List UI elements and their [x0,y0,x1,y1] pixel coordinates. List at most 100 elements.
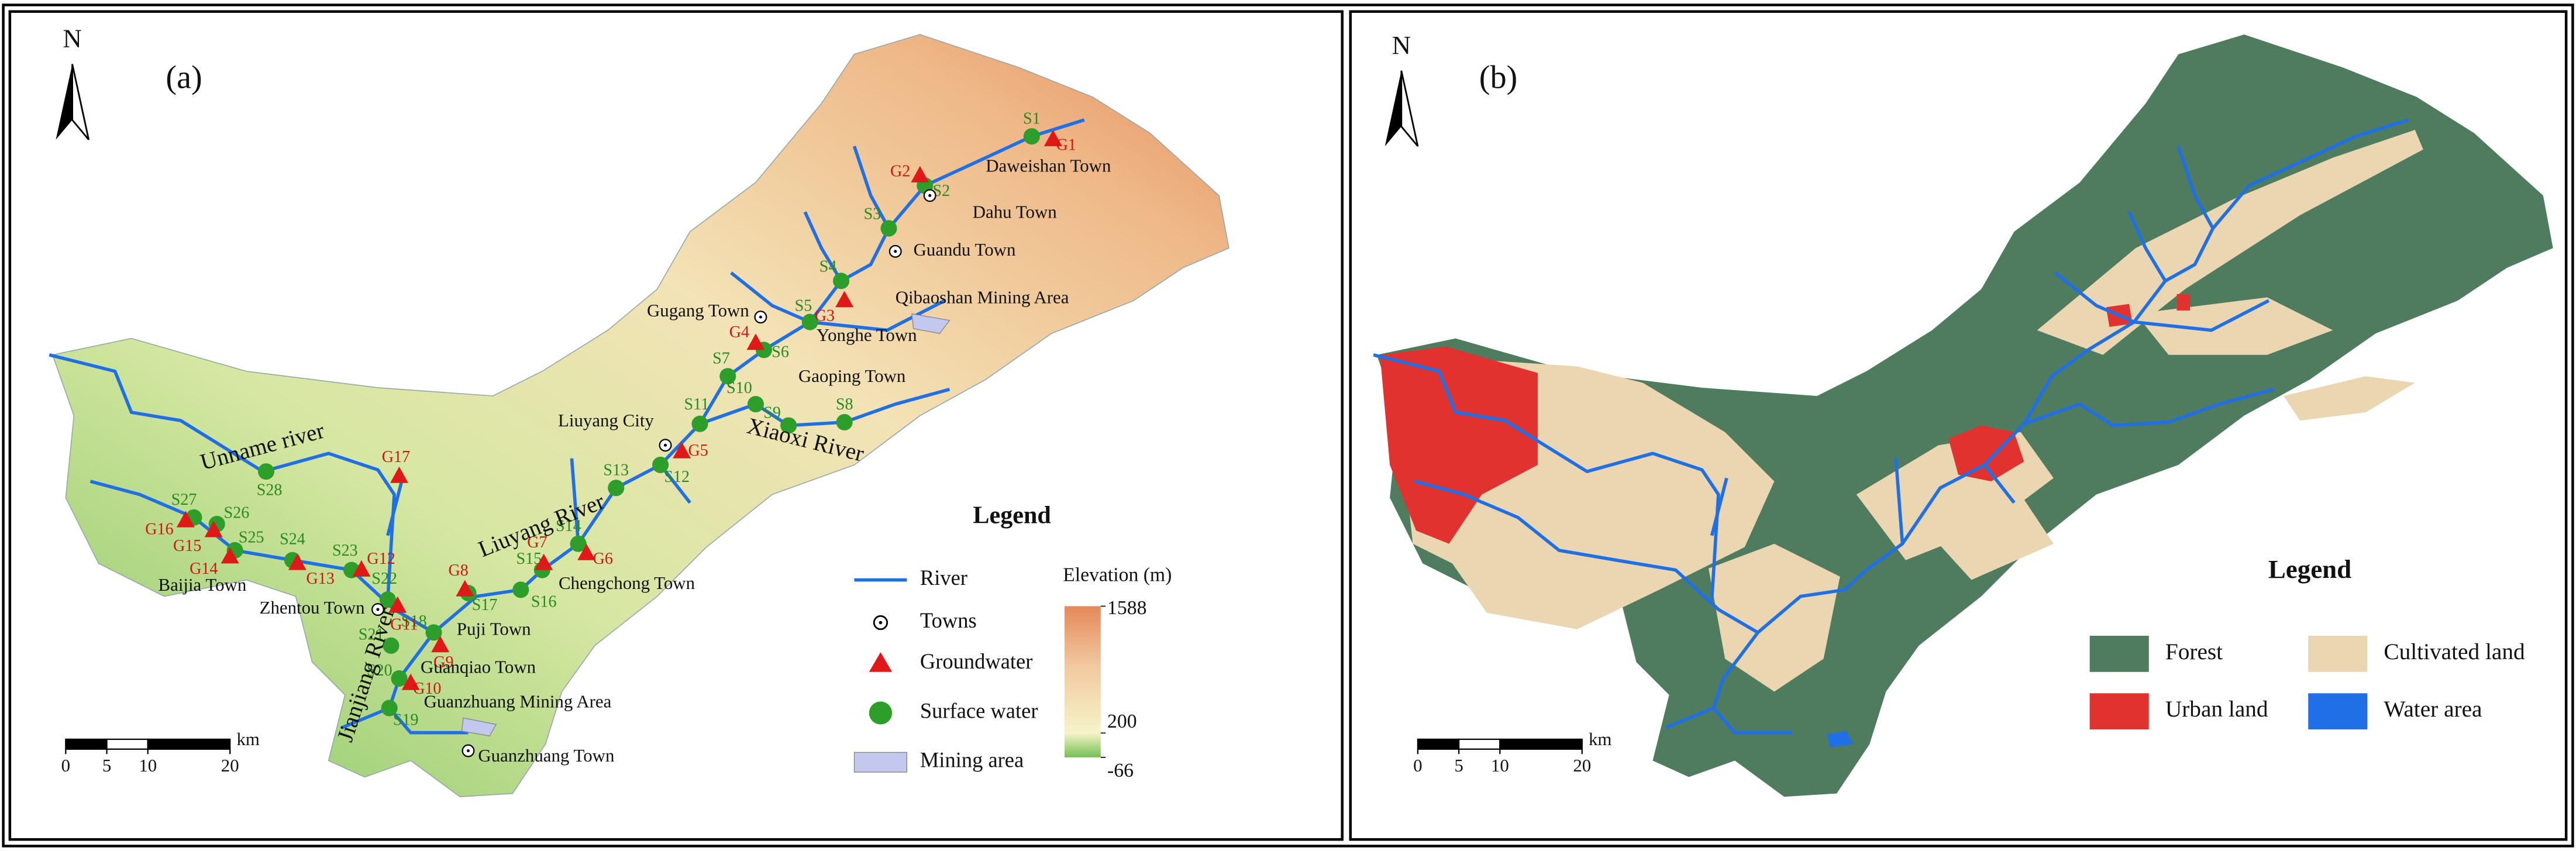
scale-segment [65,738,108,750]
groundwater-site [535,553,553,570]
groundwater-site-label: G14 [190,560,218,578]
groundwater-site [388,596,407,613]
surface-water-site [512,581,529,598]
town-label: Gaoping Town [798,366,905,386]
legend-label: Groundwater [920,649,1033,673]
legend-swatch [869,701,893,725]
north-arrow: N [1385,30,1419,147]
town-marker-dot [376,608,380,611]
groundwater-site-label: G8 [448,561,468,580]
surface-site-label: S9 [763,404,781,422]
scale-label: 0 [61,755,70,776]
surface-site-label: S3 [864,205,881,223]
legend-label: River [920,566,967,590]
surface-site-label: S16 [531,592,557,611]
colorbar-label: 1588 [1107,597,1146,619]
groundwater-site [390,466,408,483]
colorbar-label: 200 [1107,711,1137,732]
groundwater-site [352,560,371,577]
legend-label: Cultivated land [2384,639,2525,664]
legend-item: River [854,566,967,590]
scale-label: 10 [1491,755,1509,776]
scale-segment [1458,738,1501,750]
elevation-title: Elevation (m) [1063,564,1172,586]
legend-label: Surface water [920,698,1038,722]
surface-site-label: S22 [371,570,397,588]
groundwater-site-label: G4 [729,323,749,342]
panel-a: N (a) S1S2S3S4S5S6S7S8S9S10S11S12S13S14S… [49,24,1230,798]
surface-site-label: S13 [603,461,629,480]
legend-item: Surface water [869,698,1038,725]
surface-water-site [747,395,764,413]
surface-site-label: S1 [1023,110,1041,128]
town-label: Zhentou Town [260,597,365,618]
surface-site-label: S21 [359,625,384,643]
scale-segment [147,738,231,750]
mining-area [461,717,497,737]
surface-site-label: S14 [556,517,581,535]
outer-frame [2,4,2574,847]
surface-water-site [880,220,897,237]
cultivated-area [2037,129,2423,355]
surface-water-site [652,456,669,473]
surface-site-label: S27 [171,491,197,509]
cultivated-area [2136,297,2333,355]
surface-water-site [570,535,587,552]
legend-swatch [2089,636,2149,672]
town-marker-dot [928,194,932,197]
surface-water-site [383,637,400,654]
north-arrow: N [56,24,90,140]
legend-label: Towns [920,608,977,632]
groundwater-site [835,291,854,308]
groundwater-site-label: G5 [688,442,708,460]
groundwater-site [746,333,765,350]
legend-item: Urban land [2089,693,2268,730]
scale-segment [1417,738,1460,750]
surface-water-site [1023,128,1040,145]
scale-label: 5 [1454,755,1463,776]
surface-site-label: S4 [819,257,837,275]
surface-water-site [425,624,442,641]
town-label: Guanzhuang Town [478,745,614,766]
groundwater-site-label: G7 [527,533,547,552]
scale-label: 20 [221,755,239,776]
town-label: Qibaoshan Mining Area [896,287,1069,307]
groundwater-site [1044,129,1062,147]
groundwater-site [401,673,420,690]
groundwater-site-label: G10 [413,680,441,698]
water-body [1827,731,1854,747]
surface-site-label: S17 [472,596,498,614]
groundwater-site [204,521,223,538]
surface-water-site [832,273,850,290]
surface-site-label: S24 [280,530,305,549]
groundwater-site [673,442,691,459]
legend-label: Water area [2384,696,2482,722]
panel-label: (b) [1479,60,1517,96]
legend-title: Legend [2268,554,2351,584]
scale-label: 20 [1573,755,1591,776]
surface-site-label: S5 [795,297,812,315]
town-marker-dot [663,443,667,447]
town-label: Guanqiao Town [421,656,536,677]
surface-site-label: S23 [332,542,358,560]
town-marker-dot [759,315,762,319]
groundwater-site [911,166,929,182]
legend-item: Mining area [853,748,1024,773]
groundwater-site-label: G1 [1056,136,1076,154]
town-label: Guandu Town [914,239,1016,260]
surface-site-label: S8 [836,395,853,414]
legend-swatch [2308,636,2368,672]
groundwater-site [456,580,474,597]
panel-b-frame [1349,10,2568,841]
town-label: Liuyang City [558,410,654,430]
surface-site-label: S12 [664,468,690,486]
surface-water-site [257,463,275,480]
surface-site-label: S6 [772,343,789,361]
town-label: Puji Town [457,619,531,639]
town-label: Guanzhuang Mining Area [424,691,612,711]
groundwater-site [221,547,239,564]
panel-a-frame [8,10,1344,841]
groundwater-site-label: G9 [433,653,453,671]
town-marker-dot [466,749,470,753]
